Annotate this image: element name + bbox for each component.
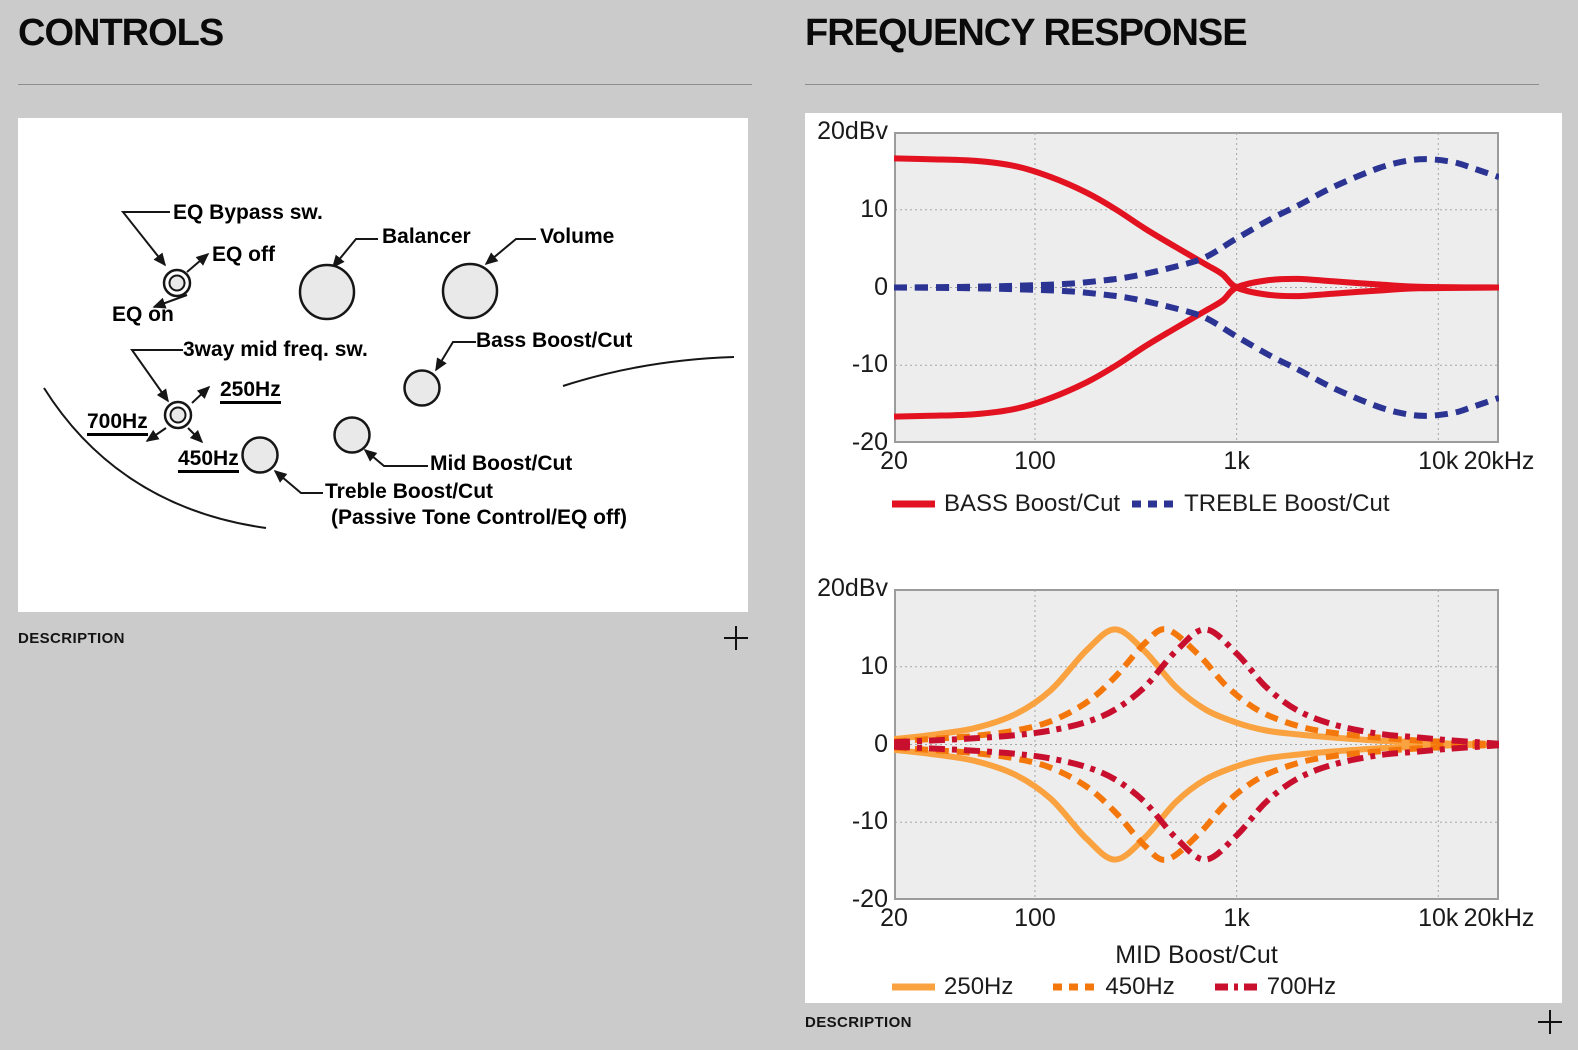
bass-treble-plot bbox=[894, 132, 1499, 443]
legend-item: TREBLE Boost/Cut bbox=[1132, 490, 1390, 518]
freq-450-arrow bbox=[187, 427, 204, 444]
y-tick-label: -10 bbox=[851, 807, 888, 836]
y-tick-label: -10 bbox=[851, 350, 888, 379]
label-eq-off: EQ off bbox=[212, 243, 275, 266]
label-treble-note: (Passive Tone Control/EQ off) bbox=[331, 506, 627, 529]
legend-label: 700Hz bbox=[1266, 973, 1337, 1000]
balancer-knob bbox=[298, 263, 356, 321]
controls-description-toggle[interactable]: DESCRIPTION bbox=[18, 620, 748, 656]
x-tick-label: 20kHz bbox=[1463, 447, 1535, 475]
label-700hz: 700Hz bbox=[87, 411, 148, 436]
y-tick-label: 20dBv bbox=[817, 117, 888, 145]
bass-treble-legend: BASS Boost/Cut TREBLE Boost/Cut bbox=[892, 490, 1390, 518]
label-eq-on: EQ on bbox=[112, 303, 174, 326]
legend-label: BASS Boost/Cut bbox=[944, 490, 1121, 517]
mid-leader bbox=[363, 448, 428, 467]
expand-plus-icon[interactable] bbox=[724, 626, 748, 650]
bass-treble-chart: 20dBv 10 0 -10 -20 20 100 1k 10k 20kHz BASS Boos… bbox=[805, 113, 1562, 570]
x-tick-label: 20kHz bbox=[1463, 904, 1535, 932]
mid-chart: 20dBv 10 0 -10 -20 20 100 1k 10k 20kHz MID Boost… bbox=[805, 570, 1562, 1003]
legend-swatch-icon bbox=[892, 983, 935, 991]
label-volume: Volume bbox=[540, 225, 615, 248]
bass-leader bbox=[435, 341, 476, 372]
legend-label: 450Hz bbox=[1105, 973, 1175, 1000]
legend-item: 700Hz bbox=[1214, 973, 1337, 1001]
mid-legend: 250Hz 450Hz 700Hz bbox=[892, 973, 1336, 1001]
controls-diagram-panel: EQ Bypass sw. EQ off EQ on Balancer Volu… bbox=[18, 118, 748, 612]
frequency-response-title: FREQUENCY RESPONSE bbox=[805, 12, 1248, 54]
legend-item: 450Hz bbox=[1053, 973, 1175, 1001]
y-tick-label: 10 bbox=[860, 651, 888, 680]
volume-leader bbox=[484, 238, 536, 266]
y-tick-label: 0 bbox=[874, 272, 888, 301]
label-balancer: Balancer bbox=[382, 225, 471, 248]
eq-on-arrow bbox=[152, 294, 188, 309]
balancer-leader bbox=[331, 238, 378, 269]
label-mid-boost-cut: Mid Boost/Cut bbox=[430, 452, 573, 475]
label-mid-freq-switch: 3way mid freq. sw. bbox=[183, 338, 368, 361]
label-bass-boost-cut: Bass Boost/Cut bbox=[476, 329, 633, 352]
legend-label: 250Hz bbox=[944, 973, 1014, 1000]
legend-label: TREBLE Boost/Cut bbox=[1184, 490, 1390, 517]
legend-swatch-icon bbox=[1132, 500, 1176, 508]
legend-swatch-icon bbox=[1214, 983, 1258, 991]
x-tick-label: 10k bbox=[1418, 904, 1459, 932]
eq-off-arrow bbox=[186, 252, 210, 273]
x-tick-label: 20 bbox=[880, 447, 908, 475]
label-250hz: 250Hz bbox=[220, 379, 281, 404]
mid-plot bbox=[894, 589, 1499, 900]
treble-knob bbox=[241, 436, 279, 474]
label-eq-bypass: EQ Bypass sw. bbox=[173, 201, 323, 224]
expand-plus-icon[interactable] bbox=[1538, 1010, 1562, 1034]
frequency-response-panel: 20dBv 10 0 -10 -20 20 100 1k 10k 20kHz BASS Boos… bbox=[805, 113, 1562, 1003]
mid-freq-leader bbox=[130, 349, 183, 403]
frequency-response-divider bbox=[805, 84, 1539, 85]
body-contour-left bbox=[43, 387, 267, 529]
x-tick-label: 1k bbox=[1223, 447, 1250, 475]
x-tick-label: 1k bbox=[1223, 904, 1250, 932]
controls-title: CONTROLS bbox=[18, 12, 224, 54]
y-tick-label: 10 bbox=[860, 194, 888, 223]
description-label[interactable]: DESCRIPTION bbox=[18, 629, 125, 647]
y-tick-label: 20dBv bbox=[817, 574, 888, 602]
eq-bypass-leader bbox=[120, 211, 170, 267]
label-450hz: 450Hz bbox=[178, 448, 239, 473]
bass-knob bbox=[403, 369, 441, 407]
x-tick-label: 100 bbox=[1014, 904, 1056, 932]
legend-item: 250Hz bbox=[892, 973, 1013, 1001]
controls-line-art bbox=[43, 211, 735, 529]
frequency-response-description-toggle[interactable]: DESCRIPTION bbox=[805, 1004, 1562, 1040]
legend-item: BASS Boost/Cut bbox=[892, 490, 1120, 518]
freq-250-arrow bbox=[191, 385, 211, 404]
y-tick-label: 0 bbox=[874, 729, 888, 758]
treble-leader bbox=[273, 469, 323, 494]
x-tick-label: 100 bbox=[1014, 447, 1056, 475]
x-tick-label: 20 bbox=[880, 904, 908, 932]
legend-swatch-icon bbox=[892, 500, 935, 508]
legend-swatch-icon bbox=[1053, 983, 1097, 991]
y-tick-label: -20 bbox=[851, 885, 888, 913]
controls-divider bbox=[18, 84, 752, 85]
volume-knob bbox=[441, 262, 499, 320]
label-treble-boost-cut: Treble Boost/Cut bbox=[325, 480, 494, 503]
mid-knob bbox=[333, 416, 371, 454]
y-tick-label: -20 bbox=[851, 428, 888, 456]
freq-700-arrow bbox=[145, 427, 167, 442]
x-tick-label: 10k bbox=[1418, 447, 1459, 475]
body-contour-right bbox=[562, 356, 735, 387]
x-axis-title: MID Boost/Cut bbox=[1115, 941, 1278, 969]
description-label[interactable]: DESCRIPTION bbox=[805, 1013, 912, 1031]
